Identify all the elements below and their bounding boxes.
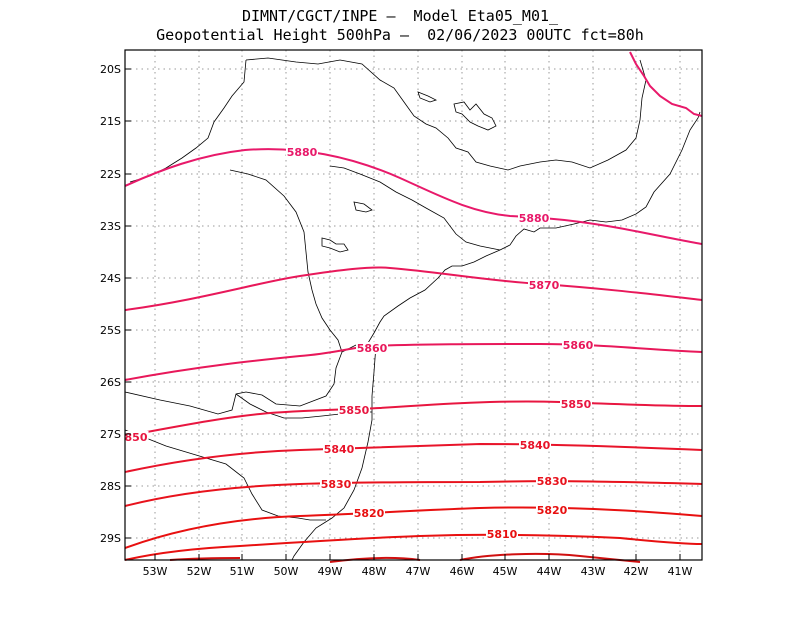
contour-label: 5840: [520, 439, 551, 452]
contour-label: 5820: [537, 504, 568, 517]
contour-5850: [124, 400, 703, 437]
coastline-and-borders: [124, 57, 701, 561]
lake-reservoir-1: [453, 101, 497, 131]
lon-tick-label: 50W: [274, 565, 299, 578]
lake-reservoir-2: [321, 237, 349, 253]
contour-5800: [169, 552, 641, 563]
contour-label-background: [338, 404, 370, 416]
contour-label: 5860: [563, 339, 594, 352]
contour-5840: [124, 442, 703, 473]
lon-tick-label: 51W: [230, 565, 255, 578]
lake-reservoir-4: [417, 91, 438, 103]
contour-label: 5880: [287, 146, 318, 159]
contour-label: 5830: [321, 478, 352, 491]
contour-label-background: [286, 146, 318, 158]
contour-label: 5870: [529, 279, 560, 292]
country-border-paraguay: [229, 169, 343, 353]
map-title-line-1: DIMNT/CGCT/INPE – Model Eta05_M01_: [241, 7, 559, 25]
contour-label: 5850: [561, 398, 592, 411]
coastline: [124, 111, 701, 415]
contour-label: 5860: [357, 342, 388, 355]
lon-tick-label: 52W: [187, 565, 212, 578]
lat-tick-label: 25S: [100, 324, 121, 337]
contour-label-background: [486, 528, 518, 540]
axis-ticks: 53W 52W 51W 50W 49W 48W 47W 46W 45W 44W 43W 42W 41W 2…: [100, 63, 693, 578]
contour-label-background: [519, 439, 551, 451]
contour-5880: [124, 148, 703, 245]
lat-tick-label: 29S: [100, 532, 121, 545]
contour-label: 5810: [487, 528, 518, 541]
contour-label-background: [528, 279, 560, 291]
lat-tick-label: 21S: [100, 115, 121, 128]
contour-label-background: [320, 478, 352, 490]
contour-5830: [124, 480, 703, 507]
contour-label: 5830: [537, 475, 568, 488]
map-title-line-2: Geopotential Height 500hPa – 02/06/2023 …: [156, 26, 644, 44]
contour-label: 5850: [339, 404, 370, 417]
contour-label: 5840: [324, 443, 355, 456]
lon-tick-label: 42W: [624, 565, 649, 578]
contour-label-background: [353, 507, 385, 519]
contour-label-background: [560, 398, 592, 410]
gridlines: [125, 50, 702, 560]
lon-tick-label: 49W: [318, 565, 343, 578]
lon-tick-label: 41W: [668, 565, 693, 578]
contour-label-background: [536, 504, 568, 516]
lon-tick-label: 53W: [143, 565, 168, 578]
contour-5870: [124, 266, 703, 311]
lon-tick-label: 43W: [581, 565, 606, 578]
contour-5820: [124, 506, 703, 549]
lon-tick-label: 46W: [450, 565, 475, 578]
contour-label: 850: [125, 431, 148, 444]
lat-tick-label: 20S: [100, 63, 121, 76]
country-border-argentina: [124, 429, 326, 521]
lat-tick-label: 22S: [100, 168, 121, 181]
lat-tick-label: 27S: [100, 428, 121, 441]
contour-label: 5820: [354, 507, 385, 520]
contour-5810: [124, 533, 703, 561]
lon-tick-label: 45W: [493, 565, 518, 578]
contour-label-background: [562, 339, 594, 351]
map-frame: [124, 49, 703, 561]
contour-label-background: [323, 443, 355, 455]
state-border-pr: [329, 165, 501, 251]
contour-labels: 5880 5880 5870 5860 5860 5850 5850 850 5840 5840 5…: [123, 146, 594, 541]
state-border-sp: [245, 57, 647, 171]
contour-label: 5880: [519, 212, 550, 225]
lon-tick-label: 48W: [362, 565, 387, 578]
lat-tick-label: 24S: [100, 272, 121, 285]
contour-label-background: [356, 342, 388, 354]
lake-reservoir-3: [353, 201, 373, 213]
contour-5880-north: [629, 51, 703, 117]
lat-tick-label: 28S: [100, 480, 121, 493]
contour-label-background: [518, 212, 550, 224]
contour-label-background: [536, 475, 568, 487]
lat-tick-label: 23S: [100, 220, 121, 233]
lon-tick-label: 44W: [537, 565, 562, 578]
lon-tick-label: 47W: [406, 565, 431, 578]
lat-tick-label: 26S: [100, 376, 121, 389]
contour-5860: [124, 342, 703, 381]
